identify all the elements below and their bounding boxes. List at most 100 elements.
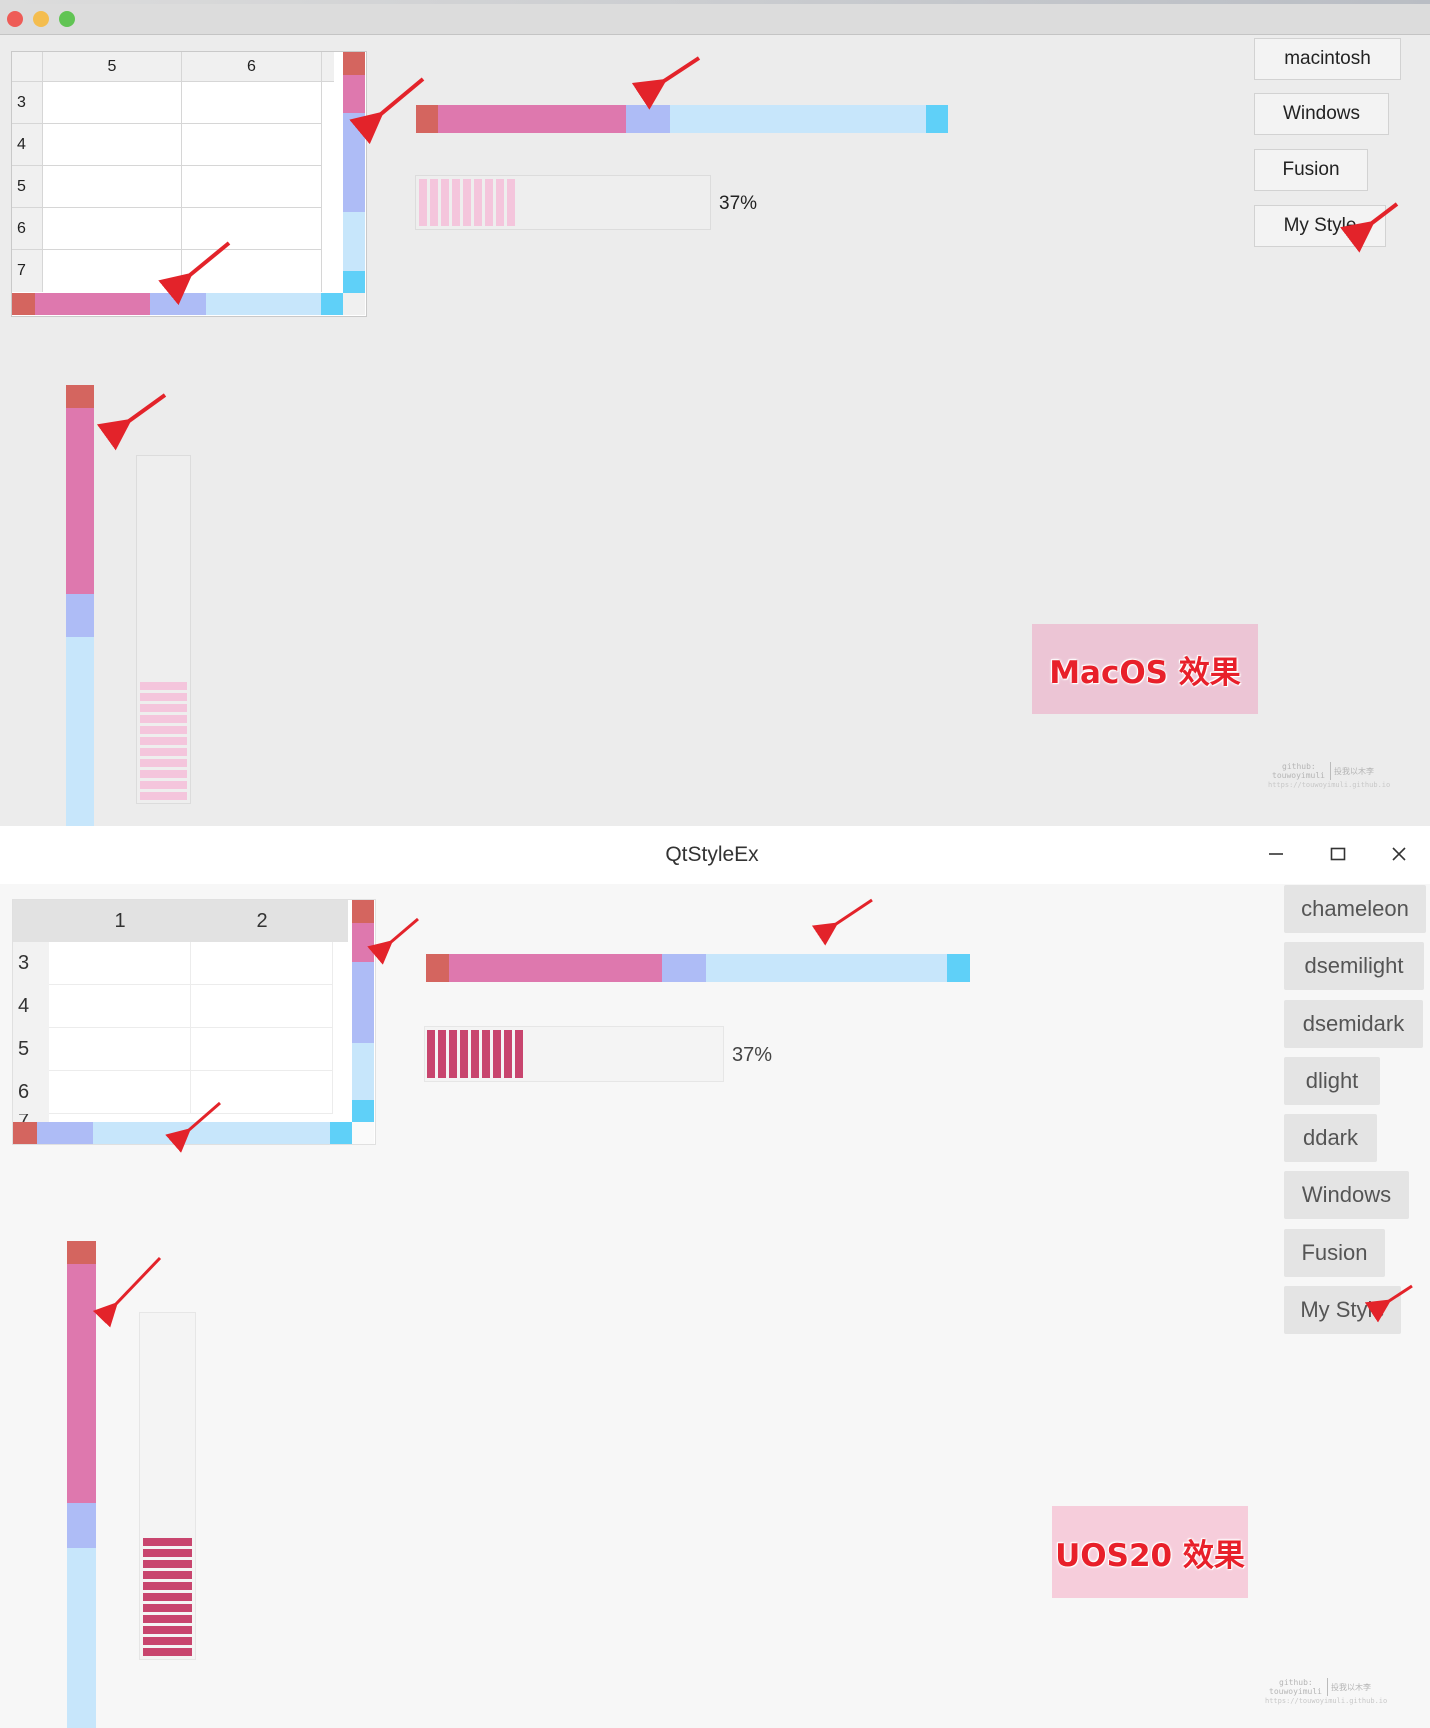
scroll-page-down-segment[interactable] — [67, 1548, 96, 1728]
scroll-page-left-segment[interactable] — [449, 954, 662, 982]
scroll-handle[interactable] — [37, 1122, 93, 1144]
scroll-left-arrow-segment[interactable] — [426, 954, 449, 982]
zoom-traffic-light-icon[interactable] — [59, 11, 75, 27]
scroll-page-up-segment[interactable] — [67, 1264, 96, 1503]
progress-chunk — [449, 1030, 457, 1078]
annotation-arrows — [96, 56, 1399, 451]
table-horizontal-scrollbar[interactable] — [13, 1122, 352, 1144]
close-traffic-light-icon[interactable] — [7, 11, 23, 27]
table-cell[interactable] — [182, 166, 322, 208]
table-cells[interactable] — [49, 942, 348, 1122]
table-cell[interactable] — [43, 124, 182, 166]
scroll-right-arrow-segment[interactable] — [947, 954, 970, 982]
table-cell[interactable] — [182, 250, 322, 292]
scroll-handle[interactable] — [662, 954, 706, 982]
table-corner[interactable] — [13, 900, 49, 942]
scroll-page-up-segment[interactable] — [343, 75, 365, 113]
watermark-divider — [1327, 1678, 1328, 1696]
minimize-icon[interactable] — [1254, 834, 1298, 874]
row-header[interactable]: 5 — [13, 1028, 49, 1071]
column-header[interactable]: 2 — [191, 900, 333, 942]
scroll-up-arrow-segment[interactable] — [66, 385, 94, 408]
scroll-page-left-segment[interactable] — [438, 105, 626, 133]
style-button-ddark[interactable]: ddark — [1284, 1114, 1377, 1162]
scroll-up-arrow-segment[interactable] — [343, 52, 365, 75]
mac-table[interactable]: 5 6 3 4 5 6 7 — [11, 51, 367, 317]
close-icon[interactable] — [1377, 834, 1421, 874]
column-header[interactable]: 6 — [182, 52, 322, 82]
progress-chunk — [143, 1538, 192, 1546]
scroll-handle[interactable] — [67, 1503, 96, 1548]
table-cell[interactable] — [49, 985, 191, 1028]
progress-chunk — [140, 792, 187, 800]
table-cell[interactable] — [191, 985, 333, 1028]
style-button-fusion[interactable]: Fusion — [1284, 1229, 1385, 1277]
row-header[interactable]: 3 — [13, 942, 49, 985]
scroll-handle[interactable] — [352, 962, 374, 1043]
row-header[interactable]: 7 — [12, 250, 43, 292]
mac-horizontal-scrollbar[interactable] — [416, 105, 948, 133]
uos-table[interactable]: 1 2 3 4 5 6 7 — [12, 899, 376, 1145]
maximize-icon[interactable] — [1316, 834, 1360, 874]
row-header[interactable]: 5 — [12, 166, 43, 208]
table-cell[interactable] — [43, 166, 182, 208]
table-cell[interactable] — [49, 942, 191, 985]
table-corner[interactable] — [12, 52, 43, 82]
style-button-dsemidark[interactable]: dsemidark — [1284, 1000, 1423, 1048]
table-cell[interactable] — [191, 942, 333, 985]
scroll-right-arrow-segment[interactable] — [330, 1122, 352, 1144]
mac-vertical-scrollbar[interactable] — [66, 385, 94, 826]
scroll-down-arrow-segment[interactable] — [343, 271, 365, 293]
style-button-fusion[interactable]: Fusion — [1254, 149, 1368, 191]
table-cell[interactable] — [49, 1071, 191, 1114]
scroll-up-arrow-segment[interactable] — [352, 900, 374, 923]
progress-chunk — [140, 682, 187, 690]
scroll-left-arrow-segment[interactable] — [416, 105, 438, 133]
table-cell[interactable] — [191, 1028, 333, 1071]
progress-chunk — [482, 1030, 490, 1078]
scroll-up-arrow-segment[interactable] — [67, 1241, 96, 1264]
progress-chunk — [140, 781, 187, 789]
scroll-page-right-segment[interactable] — [670, 105, 926, 133]
table-cell[interactable] — [43, 82, 182, 124]
style-button-macintosh[interactable]: macintosh — [1254, 38, 1401, 80]
style-button-windows[interactable]: Windows — [1254, 93, 1389, 135]
minimize-traffic-light-icon[interactable] — [33, 11, 49, 27]
uos-horizontal-scrollbar[interactable] — [426, 954, 970, 982]
scroll-page-left-segment[interactable] — [35, 293, 150, 315]
style-button-dlight[interactable]: dlight — [1284, 1057, 1380, 1105]
row-header-partial[interactable]: 7 — [13, 1114, 49, 1122]
scroll-page-right-segment[interactable] — [206, 293, 321, 315]
table-cells[interactable] — [43, 82, 334, 292]
style-button-windows[interactable]: Windows — [1284, 1171, 1409, 1219]
column-header[interactable]: 5 — [43, 52, 182, 82]
row-header[interactable]: 4 — [12, 124, 43, 166]
scroll-left-arrow-segment[interactable] — [13, 1122, 37, 1144]
scroll-page-down-segment[interactable] — [343, 212, 365, 271]
row-header[interactable]: 6 — [13, 1071, 49, 1114]
scroll-left-arrow-segment[interactable] — [12, 293, 35, 315]
scroll-right-arrow-segment[interactable] — [321, 293, 343, 315]
scroll-page-right-segment[interactable] — [93, 1122, 330, 1144]
style-button-chameleon[interactable]: chameleon — [1284, 885, 1426, 933]
arrow-icon — [158, 241, 231, 306]
scroll-page-up-segment[interactable] — [66, 408, 94, 594]
row-header[interactable]: 6 — [12, 208, 43, 250]
row-header[interactable]: 4 — [13, 985, 49, 1028]
style-button-dsemilight[interactable]: dsemilight — [1284, 942, 1424, 990]
table-cell[interactable] — [43, 208, 182, 250]
table-cell[interactable] — [182, 124, 322, 166]
row-header[interactable]: 3 — [12, 82, 43, 124]
uos-vertical-scrollbar[interactable] — [67, 1241, 96, 1728]
progress-percent-label: 37% — [732, 1044, 773, 1066]
scroll-handle[interactable] — [66, 594, 94, 637]
scroll-down-arrow-segment[interactable] — [352, 1100, 374, 1122]
table-cell[interactable] — [182, 208, 322, 250]
arrow-icon — [1340, 202, 1399, 253]
scroll-right-arrow-segment[interactable] — [926, 105, 948, 133]
column-header[interactable]: 1 — [49, 900, 191, 942]
table-cell[interactable] — [182, 82, 322, 124]
scroll-page-down-segment[interactable] — [66, 637, 94, 826]
table-cell[interactable] — [49, 1028, 191, 1071]
scroll-page-right-segment[interactable] — [706, 954, 947, 982]
